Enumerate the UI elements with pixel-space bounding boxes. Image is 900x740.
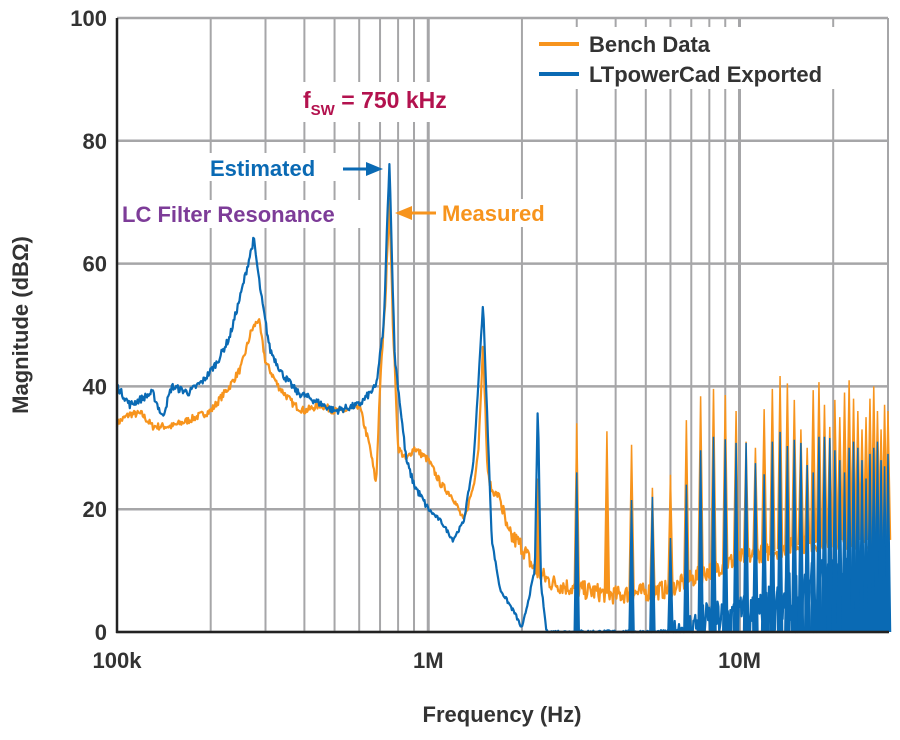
annotation-measured: Measured	[442, 201, 545, 226]
harmonic-peak	[573, 472, 581, 633]
series-bench-data	[115, 197, 892, 605]
estimated-arrow-icon	[343, 162, 383, 176]
series-line	[115, 163, 890, 634]
harmonic-peak	[710, 436, 717, 633]
y-axis-label: Magnitude (dBΩ)	[8, 236, 33, 414]
harmonic-peak	[836, 460, 844, 633]
fsw-value: = 750 kHz	[335, 87, 447, 113]
legend-label-bench: Bench Data	[589, 32, 711, 57]
harmonic-peak	[826, 437, 834, 633]
harmonic-peak	[797, 442, 805, 633]
y-tick-label: 40	[83, 374, 107, 399]
harmonic-peak	[722, 439, 729, 633]
annotation-estimated: Estimated	[210, 156, 315, 181]
harmonic-peak	[815, 436, 823, 633]
x-tick-label: 100k	[93, 648, 143, 673]
harmonic-peak	[649, 496, 656, 633]
harmonic-peak	[760, 474, 768, 633]
y-tick-label: 80	[83, 129, 107, 154]
harmonic-peak	[850, 441, 857, 633]
y-tick-label: 100	[70, 6, 107, 31]
harmonic-peak	[791, 439, 798, 633]
harmonic-peak	[776, 431, 784, 633]
legend: Bench Data LTpowerCad Exported	[532, 27, 868, 89]
harmonic-peak	[784, 445, 791, 633]
x-tick-label: 1M	[413, 648, 444, 673]
harmonic-peak	[809, 472, 817, 633]
harmonic-peak	[841, 392, 848, 540]
harmonic-peak	[884, 453, 892, 633]
harmonic-peak	[752, 463, 759, 633]
harmonic-peak	[845, 447, 853, 633]
harmonic-peak	[821, 436, 828, 633]
harmonic-peak	[854, 447, 862, 633]
harmonic-peak	[858, 460, 866, 633]
measured-arrow-icon	[395, 206, 436, 220]
y-tick-label: 20	[83, 497, 107, 522]
harmonic-peak	[841, 472, 848, 633]
legend-label-ltpowercad: LTpowerCad Exported	[589, 62, 822, 87]
series-line	[115, 197, 890, 605]
harmonic-peak	[831, 450, 839, 633]
fsw-sub: SW	[311, 102, 336, 119]
harmonic-peak	[667, 538, 674, 633]
y-tick-labels: 0 20 40 60 80 100	[70, 6, 107, 645]
harmonic-peak	[697, 450, 704, 633]
x-axis-label: Frequency (Hz)	[423, 702, 582, 727]
fsw-f: f	[303, 87, 311, 113]
harmonic-peak	[732, 442, 740, 633]
y-tick-label: 60	[83, 252, 107, 277]
x-tick-label: 10M	[718, 648, 761, 673]
series-layer	[115, 163, 892, 634]
x-tick-labels: 100k 1M 10M	[93, 648, 761, 673]
annotation-lc-resonance: LC Filter Resonance	[122, 202, 335, 227]
harmonic-peak	[683, 484, 690, 633]
harmonic-peak	[603, 431, 611, 594]
series-ltpowercad-exported	[115, 163, 892, 634]
harmonic-peak	[742, 442, 750, 633]
harmonic-peak	[628, 499, 635, 633]
annotation-fsw: fSW = 750 kHz	[303, 87, 447, 119]
harmonic-peak	[769, 441, 776, 633]
y-tick-label: 0	[95, 620, 107, 645]
harmonic-peak	[803, 464, 811, 633]
